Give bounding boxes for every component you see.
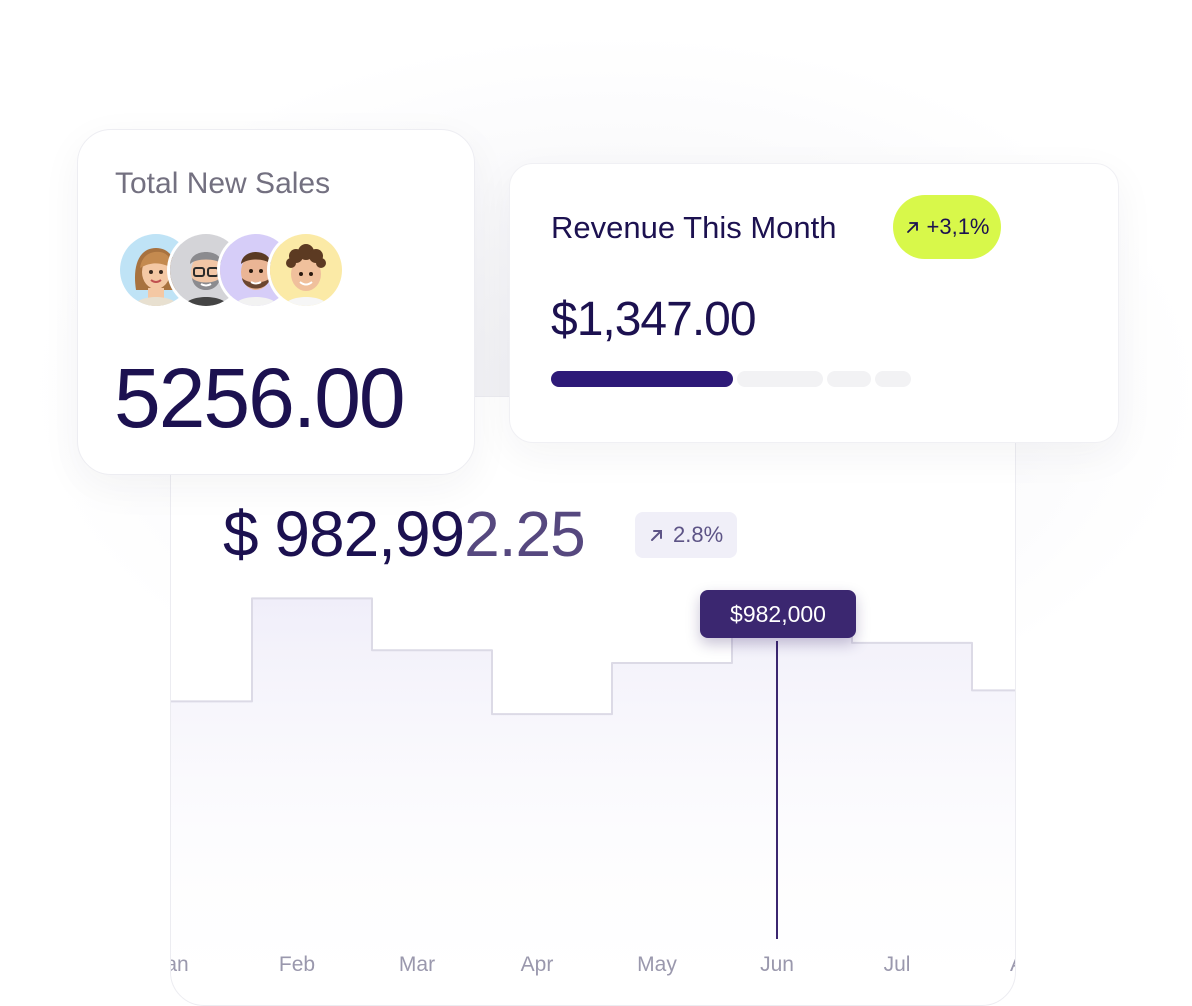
sales-card-value: 5256.00 xyxy=(114,351,406,445)
chart-series-line xyxy=(171,597,1015,716)
revenue-change-badge: +3,1% xyxy=(893,195,1001,259)
x-axis-label-jul: Jul xyxy=(883,953,911,976)
revenue-card-title: Revenue This Month xyxy=(551,210,837,245)
x-axis-label-mar: Mar xyxy=(398,953,436,976)
revenue-progress-segment-3 xyxy=(827,371,871,387)
x-axis-label-jun: Jun xyxy=(760,953,794,976)
total-revenue-value-fade: 2.25 xyxy=(464,498,586,570)
total-revenue-value: $ 982,992.25 xyxy=(223,497,586,571)
chart-tooltip: $982,000 xyxy=(700,590,856,638)
sales-card-title: Total New Sales xyxy=(115,167,331,200)
step-area-chart xyxy=(171,597,1015,1005)
total-new-sales-card: Total New Sales xyxy=(77,129,475,475)
x-axis-label-may: May xyxy=(637,953,677,976)
avatar-man-curly[interactable] xyxy=(267,231,345,309)
x-axis-label-feb: Feb xyxy=(278,953,316,976)
change-pill: 2.8% xyxy=(635,512,738,558)
x-axis-label-aug: A xyxy=(1010,953,1015,977)
revenue-chart-card: $ 982,992.25 2.8% $982,000 an Feb Mar Apr Ma… xyxy=(170,396,1016,1006)
total-revenue-value-main: $ 982,99 xyxy=(223,498,465,570)
revenue-card-value: $1,347.00 xyxy=(551,293,757,346)
chart-area-fill xyxy=(171,598,1015,1005)
x-axis-label-jan: an xyxy=(171,953,189,976)
change-value: 2.8% xyxy=(673,522,724,547)
x-axis-label-apr: Apr xyxy=(520,953,554,976)
arrow-up-right-icon xyxy=(906,222,918,233)
revenue-progress-segment-4 xyxy=(875,371,911,387)
revenue-progress-segment-1 xyxy=(551,371,733,387)
revenue-change-value: +3,1% xyxy=(926,214,990,239)
revenue-progress-segment-2 xyxy=(737,371,823,387)
arrow-up-right-icon xyxy=(651,530,662,541)
revenue-this-month-card: Revenue This Month +3,1% $1,347.00 xyxy=(509,163,1119,443)
